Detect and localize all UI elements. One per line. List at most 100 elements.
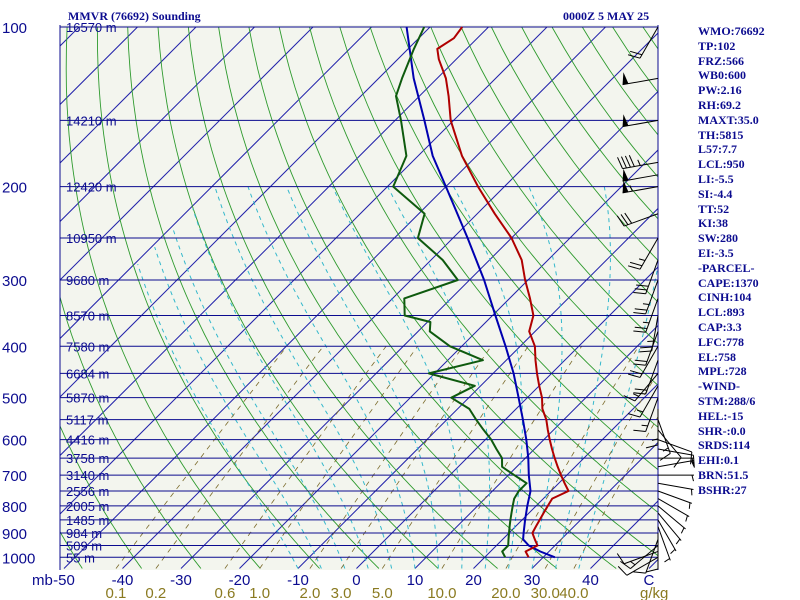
wind-barb-pennant [622, 114, 629, 127]
mixing-ratio-tick-label: 10.0 [427, 585, 456, 600]
height-label: 7580 m [66, 339, 109, 354]
temperature-tick-label: 20 [465, 572, 482, 589]
mixing-ratio-line [505, 346, 639, 569]
wind-barb-flag [623, 395, 636, 402]
pressure-tick-label: 200 [2, 180, 27, 197]
isotherm-line [239, 149, 658, 569]
height-label: 2556 m [66, 484, 109, 499]
wind-barb [657, 482, 694, 496]
index-item: TP:102 [698, 38, 736, 53]
wind-barb-flag [620, 156, 627, 169]
wind-barb-staff [622, 119, 659, 128]
wind-barb-staff [657, 419, 671, 454]
wind-barb-flag [624, 212, 633, 224]
height-label: 509 m [66, 538, 102, 553]
wind-barb [627, 237, 659, 270]
indices-panel: WMO:76692 TP:102 FRZ:566 WB0:600 PW:2.16 RH:6… [698, 24, 765, 498]
temperature-tick-label: 0 [352, 572, 360, 589]
wind-barb [620, 545, 659, 570]
wind-barb-half-flag [664, 558, 670, 563]
dry-adiabat-line [278, 26, 658, 557]
pressure-tick-label: 400 [2, 339, 27, 356]
temperature-tick-label: -10 [287, 572, 309, 589]
index-item: SW:280 [698, 231, 739, 246]
mixing-ratio-tick-label: 1.0 [249, 585, 270, 600]
wind-barb-half-flag [675, 538, 681, 545]
temperature-tick-label: C [644, 572, 655, 589]
wind-barb-flag [692, 455, 695, 468]
wind-barb-staff [645, 259, 659, 294]
wind-barb-half-flag [662, 447, 669, 452]
profiles [392, 26, 570, 559]
wind-barb-half-flag [688, 502, 691, 509]
wind-barb-staff [657, 460, 694, 468]
wind-barb-staff [657, 429, 682, 458]
isotherm-line [60, 26, 431, 398]
height-label: 10950 m [66, 231, 117, 246]
wind-barb-flag [633, 392, 646, 395]
wind-barb-staff [657, 519, 677, 552]
temperature-tick-label: 30 [524, 572, 541, 589]
pressure-tick-label: 1000 [2, 550, 35, 567]
index-item: LCL:893 [698, 305, 745, 320]
pressure-tick-label: 500 [2, 391, 27, 408]
wind-barb-staff [622, 77, 659, 86]
wind-barb-flag [633, 330, 646, 333]
wind-barb-flag [617, 566, 628, 576]
index-item: EL:758 [698, 349, 737, 364]
wind-barb-flag [634, 359, 648, 362]
mixing-ratio-tick-label: 0.6 [214, 585, 235, 600]
wind-barb-flag [659, 453, 671, 461]
wind-barb-half-flag [691, 475, 694, 482]
dry-adiabat-line [187, 26, 498, 569]
wind-barb [657, 512, 682, 545]
wind-barb [623, 373, 659, 402]
wind-barb-flag [633, 429, 646, 432]
wind-barb-flag [633, 292, 646, 295]
mixing-ratio-tick-label: 5.0 [372, 585, 393, 600]
index-item: LI:-5.5 [698, 171, 734, 186]
wind-barb-half-flag [642, 303, 650, 305]
dry-adiabat-line [96, 26, 320, 569]
mixing-ratio-line [544, 371, 658, 569]
wind-barb-flag [617, 157, 624, 169]
wind-barb-flag [627, 54, 641, 59]
isotherm-line [473, 383, 658, 569]
moist-adiabat-line [387, 186, 491, 569]
moist-adiabat-line [192, 208, 369, 569]
wind-barb [645, 533, 659, 573]
mixing-ratio-line [441, 346, 582, 569]
height-label: 12420 m [66, 180, 117, 195]
mixing-ratio-line [340, 346, 492, 569]
mixing-ratio-tick-label: 40.0 [559, 585, 588, 600]
wind-barb-flag [636, 284, 649, 287]
wind-barb [622, 114, 659, 128]
isotherm-line [0, 27, 21, 569]
dry-adiabat-line [339, 26, 658, 471]
temperature-tick-label: -40 [112, 572, 134, 589]
index-item: BSHR:27 [698, 482, 747, 497]
index-item: -WIND- [698, 379, 740, 394]
isobars [59, 25, 659, 570]
wind-barb-half-flag [641, 424, 648, 427]
pressure-tick-label: 600 [2, 433, 27, 450]
wind-barb [622, 72, 659, 86]
wind-barb-half-flag [685, 515, 688, 522]
wind-barb-half-flag [670, 548, 676, 554]
isotherm-line [60, 26, 255, 223]
wind-barb [616, 212, 659, 227]
dry-adiabat-line [157, 26, 439, 569]
wind-barb-flag [620, 560, 631, 570]
wind-barb [658, 474, 694, 482]
index-item: BRN:51.5 [698, 467, 749, 482]
wind-barb-flag [627, 373, 641, 378]
height-label: 8570 m [66, 309, 109, 324]
dry-adiabat-line [764, 27, 800, 569]
wind-barb-half-flag [636, 409, 644, 413]
wind-barb-staff [657, 526, 671, 561]
wind-barb-half-flag [638, 258, 646, 262]
mixing-ratio-line [259, 346, 418, 569]
index-item: LFC:778 [698, 334, 744, 349]
index-item: MAXT:35.0 [698, 112, 759, 127]
